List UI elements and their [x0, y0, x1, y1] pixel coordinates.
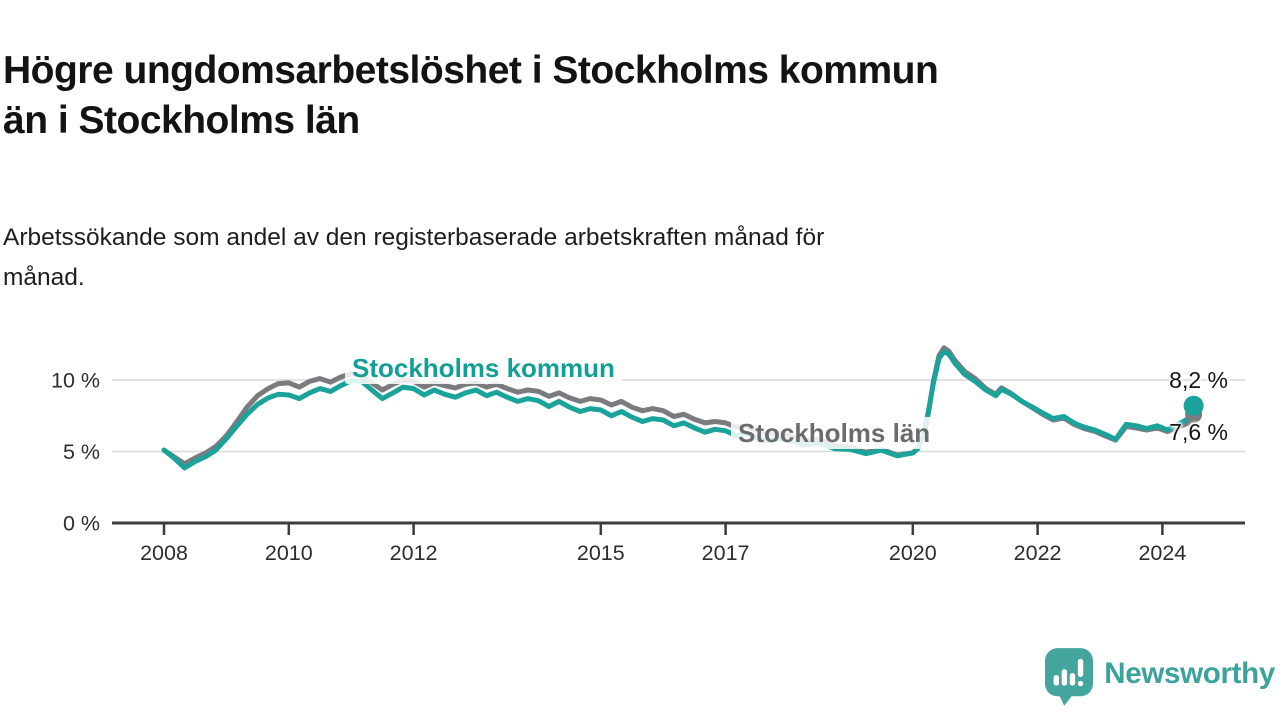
y-tick-label: 5 % [63, 440, 100, 464]
chart-title: Högre ungdomsarbetslöshet i Stockholms k… [3, 46, 1265, 146]
x-tick-label: 2022 [1014, 541, 1062, 565]
newsworthy-logo: Newsworthy [1044, 648, 1275, 706]
end-value-label-kommun: 8,2 % [1169, 367, 1228, 393]
x-tick-label: 2024 [1138, 541, 1186, 565]
y-tick-label: 10 % [51, 369, 100, 393]
chart-title-line2: än i Stockholms län [3, 99, 360, 143]
x-tick-label: 2010 [265, 541, 313, 565]
chart-subtitle: Arbetssökande som andel av den registerb… [3, 218, 1203, 298]
newsworthy-logo-icon [1045, 648, 1094, 706]
chart-subtitle-line2: månad. [3, 263, 85, 291]
x-tick-label: 2012 [390, 541, 438, 565]
chart-subtitle-line1: Arbetssökande som andel av den registerb… [3, 223, 825, 251]
x-tick-label: 2015 [577, 541, 625, 565]
chart-title-line1: Högre ungdomsarbetslöshet i Stockholms k… [3, 49, 939, 93]
x-tick-label: 2017 [702, 541, 750, 565]
series-line-lan [161, 345, 1197, 467]
x-tick-label: 2008 [140, 541, 188, 565]
series-label-kommun: Stockholms kommun [345, 352, 622, 384]
y-tick-label: 0 % [63, 512, 100, 536]
x-tick-label: 2020 [889, 541, 937, 565]
newsworthy-logo-text: Newsworthy [1104, 657, 1275, 691]
end-value-label-lan: 7,6 % [1169, 419, 1228, 445]
series-end-dot-kommun [1183, 395, 1204, 416]
series-line-kommun [161, 348, 1197, 471]
series-label-lan: Stockholms län [731, 417, 938, 449]
